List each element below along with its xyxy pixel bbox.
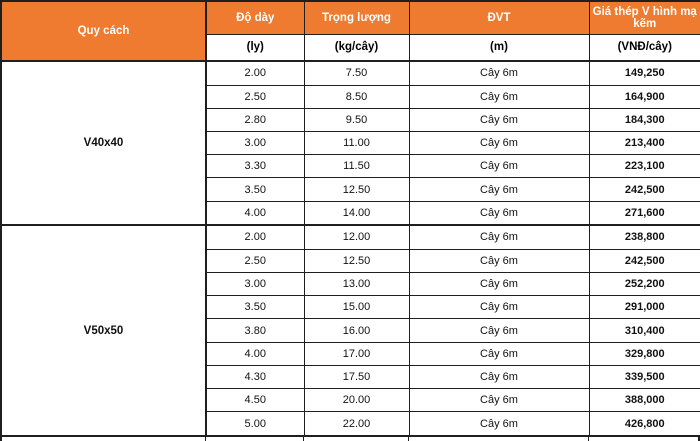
cell-thickness: 3.00	[205, 130, 305, 156]
spec-cell: V50x50	[0, 224, 207, 437]
cell-price: 339,500	[588, 364, 700, 390]
cell-thickness: 4.50	[205, 388, 305, 413]
next-section-sliver	[0, 437, 700, 441]
cell-unit: Cây 6m	[408, 364, 590, 390]
cell-thickness: 4.00	[205, 341, 305, 366]
cell-thickness: 3.50	[205, 177, 305, 202]
unit-ly: (ly)	[205, 33, 305, 62]
header-gia-thep: Giá thép V hình mạ kẽm	[588, 0, 700, 35]
cell-weight: 12.00	[303, 224, 410, 250]
cell-weight: 8.50	[303, 84, 410, 109]
cell-thickness: 2.00	[205, 224, 305, 250]
header-trong-luong: Trọng lượng	[303, 0, 410, 35]
cell-thickness: 4.30	[205, 364, 305, 390]
table-row: V40x40 2.00 7.50 Cây 6m 149,250	[0, 60, 700, 226]
cell-price: 310,400	[588, 318, 700, 343]
cell-price: 388,000	[588, 388, 700, 413]
cell-price: 184,300	[588, 107, 700, 132]
cell-thickness: 3.30	[205, 154, 305, 179]
cell-price: 149,250	[588, 60, 700, 86]
header-row-labels: Quy cách Độ dày Trọng lượng ĐVT Giá thép…	[0, 0, 700, 62]
cell-weight: 17.50	[303, 364, 410, 390]
table-row: 5.00 22.00 Cây 6m 426,800	[1, 411, 700, 437]
header-quy-cach: Quy cách	[0, 0, 207, 62]
cell-weight: 13.00	[303, 271, 410, 297]
header-row-units: (ly) (kg/cây) (m) (VNĐ/cây)	[1, 33, 700, 62]
table-body: V40x40 2.00 7.50 Cây 6m 149,250 2.50 8.50 Cây 6…	[0, 60, 700, 437]
unit-vnd-cay: (VNĐ/cây)	[588, 33, 700, 62]
table-row: 4.50 20.00 Cây 6m 388,000	[1, 388, 700, 413]
cell-price: 223,100	[588, 154, 700, 179]
table-row: 4.30 17.50 Cây 6m 339,500	[1, 364, 700, 390]
cell-unit: Cây 6m	[408, 411, 590, 437]
cell-weight: 11.50	[303, 154, 410, 179]
cell-weight: 12.50	[303, 248, 410, 273]
table-row: 4.00 14.00 Cây 6m 271,600	[1, 200, 700, 226]
table-row: 3.80 16.00 Cây 6m 310,400	[1, 318, 700, 343]
table-row: 3.50 15.00 Cây 6m 291,000	[1, 295, 700, 320]
cell-price: 213,400	[588, 130, 700, 156]
cell-thickness: 3.50	[205, 295, 305, 320]
cell-weight: 7.50	[303, 60, 410, 86]
cell-unit: Cây 6m	[408, 60, 590, 86]
spec-cell: V40x40	[0, 60, 207, 226]
cell-unit: Cây 6m	[408, 248, 590, 273]
table-row: 2.50 8.50 Cây 6m 164,900	[1, 84, 700, 109]
cell-unit: Cây 6m	[408, 388, 590, 413]
table-row: V50x50 2.00 12.00 Cây 6m 238,800	[0, 224, 700, 437]
header-dvt: ĐVT	[408, 0, 590, 35]
header-do-day: Độ dày	[205, 0, 305, 35]
table-row: 3.00 13.00 Cây 6m 252,200	[1, 271, 700, 297]
cell-weight: 12.50	[303, 177, 410, 202]
cell-unit: Cây 6m	[408, 295, 590, 320]
cell-price: 426,800	[588, 411, 700, 437]
table-row: 2.50 12.50 Cây 6m 242,500	[1, 248, 700, 273]
cell-price: 252,200	[588, 271, 700, 297]
cell-thickness: 3.80	[205, 318, 305, 343]
cell-unit: Cây 6m	[408, 154, 590, 179]
cell-thickness: 2.00	[205, 60, 305, 86]
cell-thickness: 5.00	[205, 411, 305, 437]
cell-price: 164,900	[588, 84, 700, 109]
cell-unit: Cây 6m	[408, 177, 590, 202]
unit-kg-cay: (kg/cây)	[303, 33, 410, 62]
cell-weight: 14.00	[303, 200, 410, 226]
cell-unit: Cây 6m	[408, 341, 590, 366]
cell-weight: 16.00	[303, 318, 410, 343]
cell-unit: Cây 6m	[408, 318, 590, 343]
cell-thickness: 4.00	[205, 200, 305, 226]
cell-unit: Cây 6m	[408, 130, 590, 156]
cell-unit: Cây 6m	[408, 84, 590, 109]
table-row: 4.00 17.00 Cây 6m 329,800	[1, 341, 700, 366]
cell-thickness: 2.50	[205, 84, 305, 109]
cell-weight: 22.00	[303, 411, 410, 437]
table-header: Quy cách Độ dày Trọng lượng ĐVT Giá thép…	[0, 0, 700, 62]
cell-thickness: 2.50	[205, 248, 305, 273]
cell-unit: Cây 6m	[408, 200, 590, 226]
cell-thickness: 3.00	[205, 271, 305, 297]
cell-price: 271,600	[588, 200, 700, 226]
cell-weight: 9.50	[303, 107, 410, 132]
cell-weight: 15.00	[303, 295, 410, 320]
cell-unit: Cây 6m	[408, 224, 590, 250]
cell-price: 242,500	[588, 248, 700, 273]
cell-unit: Cây 6m	[408, 107, 590, 132]
cell-weight: 11.00	[303, 130, 410, 156]
table-row: 3.50 12.50 Cây 6m 242,500	[1, 177, 700, 202]
unit-m: (m)	[408, 33, 590, 62]
cell-price: 329,800	[588, 341, 700, 366]
cell-thickness: 2.80	[205, 107, 305, 132]
cell-weight: 17.00	[303, 341, 410, 366]
cell-unit: Cây 6m	[408, 271, 590, 297]
cell-price: 238,800	[588, 224, 700, 250]
cell-price: 291,000	[588, 295, 700, 320]
table-row: 3.00 11.00 Cây 6m 213,400	[1, 130, 700, 156]
cell-weight: 20.00	[303, 388, 410, 413]
cell-price: 242,500	[588, 177, 700, 202]
